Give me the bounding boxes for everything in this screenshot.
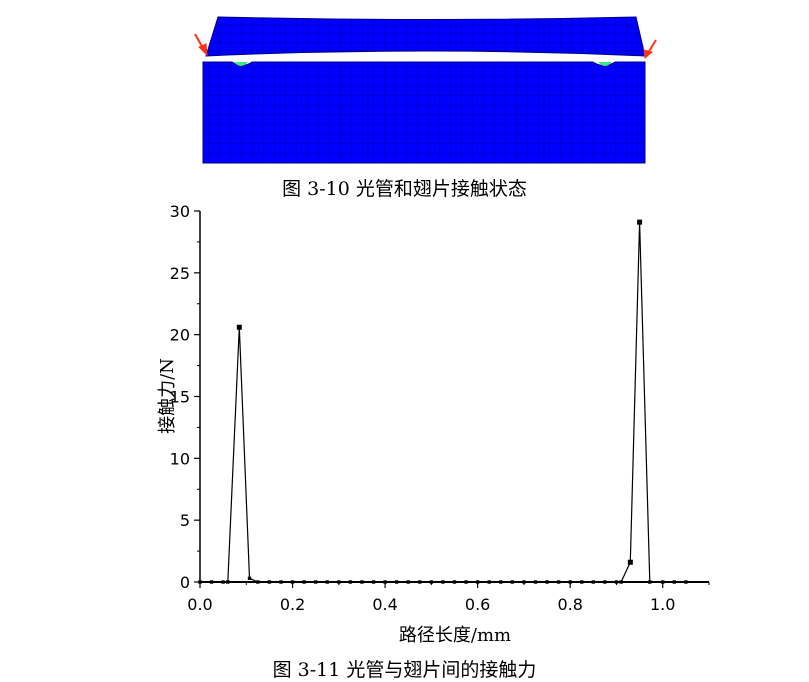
load-arrow-right-icon bbox=[643, 39, 657, 59]
load-arrow-left-icon bbox=[194, 33, 208, 57]
x-axis-label: 路径长度/mm bbox=[399, 625, 511, 646]
figure-caption-3-11: 图 3-11 光管与翅片间的接触力 bbox=[272, 659, 537, 681]
data-point bbox=[441, 580, 445, 584]
data-point bbox=[614, 580, 619, 584]
contact-zone-left bbox=[234, 62, 248, 66]
data-point bbox=[348, 580, 353, 584]
x-tick-label: 0.0 bbox=[187, 595, 212, 614]
data-point bbox=[661, 580, 665, 584]
x-tick-label: 0.8 bbox=[557, 595, 582, 614]
data-point bbox=[510, 580, 515, 584]
fem-contact-figure bbox=[194, 16, 657, 164]
data-point bbox=[383, 580, 387, 584]
data-point bbox=[580, 580, 584, 584]
data-point bbox=[226, 580, 230, 584]
data-point bbox=[313, 580, 318, 584]
y-tick-label: 5 bbox=[180, 511, 190, 530]
data-point bbox=[302, 580, 306, 584]
data-point bbox=[672, 580, 676, 584]
data-point bbox=[545, 580, 549, 584]
data-point bbox=[325, 580, 329, 584]
data-point bbox=[209, 580, 214, 584]
data-point bbox=[247, 576, 252, 580]
data-point bbox=[487, 580, 491, 584]
y-tick-label: 20 bbox=[170, 326, 190, 345]
x-tick-label: 0.2 bbox=[280, 595, 305, 614]
data-point bbox=[603, 580, 607, 584]
data-point bbox=[198, 580, 202, 584]
data-point bbox=[533, 580, 538, 584]
data-point bbox=[371, 580, 376, 584]
y-tick-label: 15 bbox=[170, 388, 190, 407]
data-point bbox=[394, 580, 399, 584]
y-tick-label: 25 bbox=[170, 264, 190, 283]
data-point bbox=[648, 580, 652, 584]
data-point bbox=[556, 580, 561, 584]
data-point bbox=[619, 580, 623, 584]
y-tick-label: 10 bbox=[170, 449, 190, 468]
data-point bbox=[267, 580, 272, 584]
data-point bbox=[591, 580, 596, 584]
x-tick-label: 1.0 bbox=[650, 595, 675, 614]
data-point bbox=[452, 580, 457, 584]
data-point bbox=[337, 580, 341, 584]
data-point bbox=[568, 580, 572, 584]
y-tick-label: 0 bbox=[180, 573, 190, 592]
y-tick-label: 30 bbox=[170, 202, 190, 221]
data-point bbox=[429, 580, 434, 584]
data-point bbox=[522, 580, 526, 584]
data-point bbox=[499, 580, 503, 584]
data-point bbox=[360, 580, 364, 584]
data-point bbox=[464, 580, 468, 584]
data-point bbox=[627, 559, 633, 565]
data-point bbox=[406, 580, 410, 584]
series-line bbox=[200, 222, 686, 583]
data-point bbox=[256, 580, 260, 584]
x-tick-label: 0.6 bbox=[465, 595, 490, 614]
data-point bbox=[684, 580, 688, 584]
x-tick-label: 0.4 bbox=[372, 595, 397, 614]
contact-zone-right bbox=[598, 62, 612, 66]
data-point bbox=[290, 580, 295, 584]
data-point bbox=[475, 580, 480, 584]
y-axis-label: 接触力/N bbox=[157, 358, 178, 434]
data-point bbox=[279, 580, 283, 584]
data-point bbox=[236, 324, 242, 330]
data-point bbox=[637, 219, 643, 225]
data-point bbox=[418, 580, 422, 584]
figure-caption-3-10: 图 3-10 光管和翅片接触状态 bbox=[282, 178, 527, 200]
data-point bbox=[221, 580, 225, 584]
